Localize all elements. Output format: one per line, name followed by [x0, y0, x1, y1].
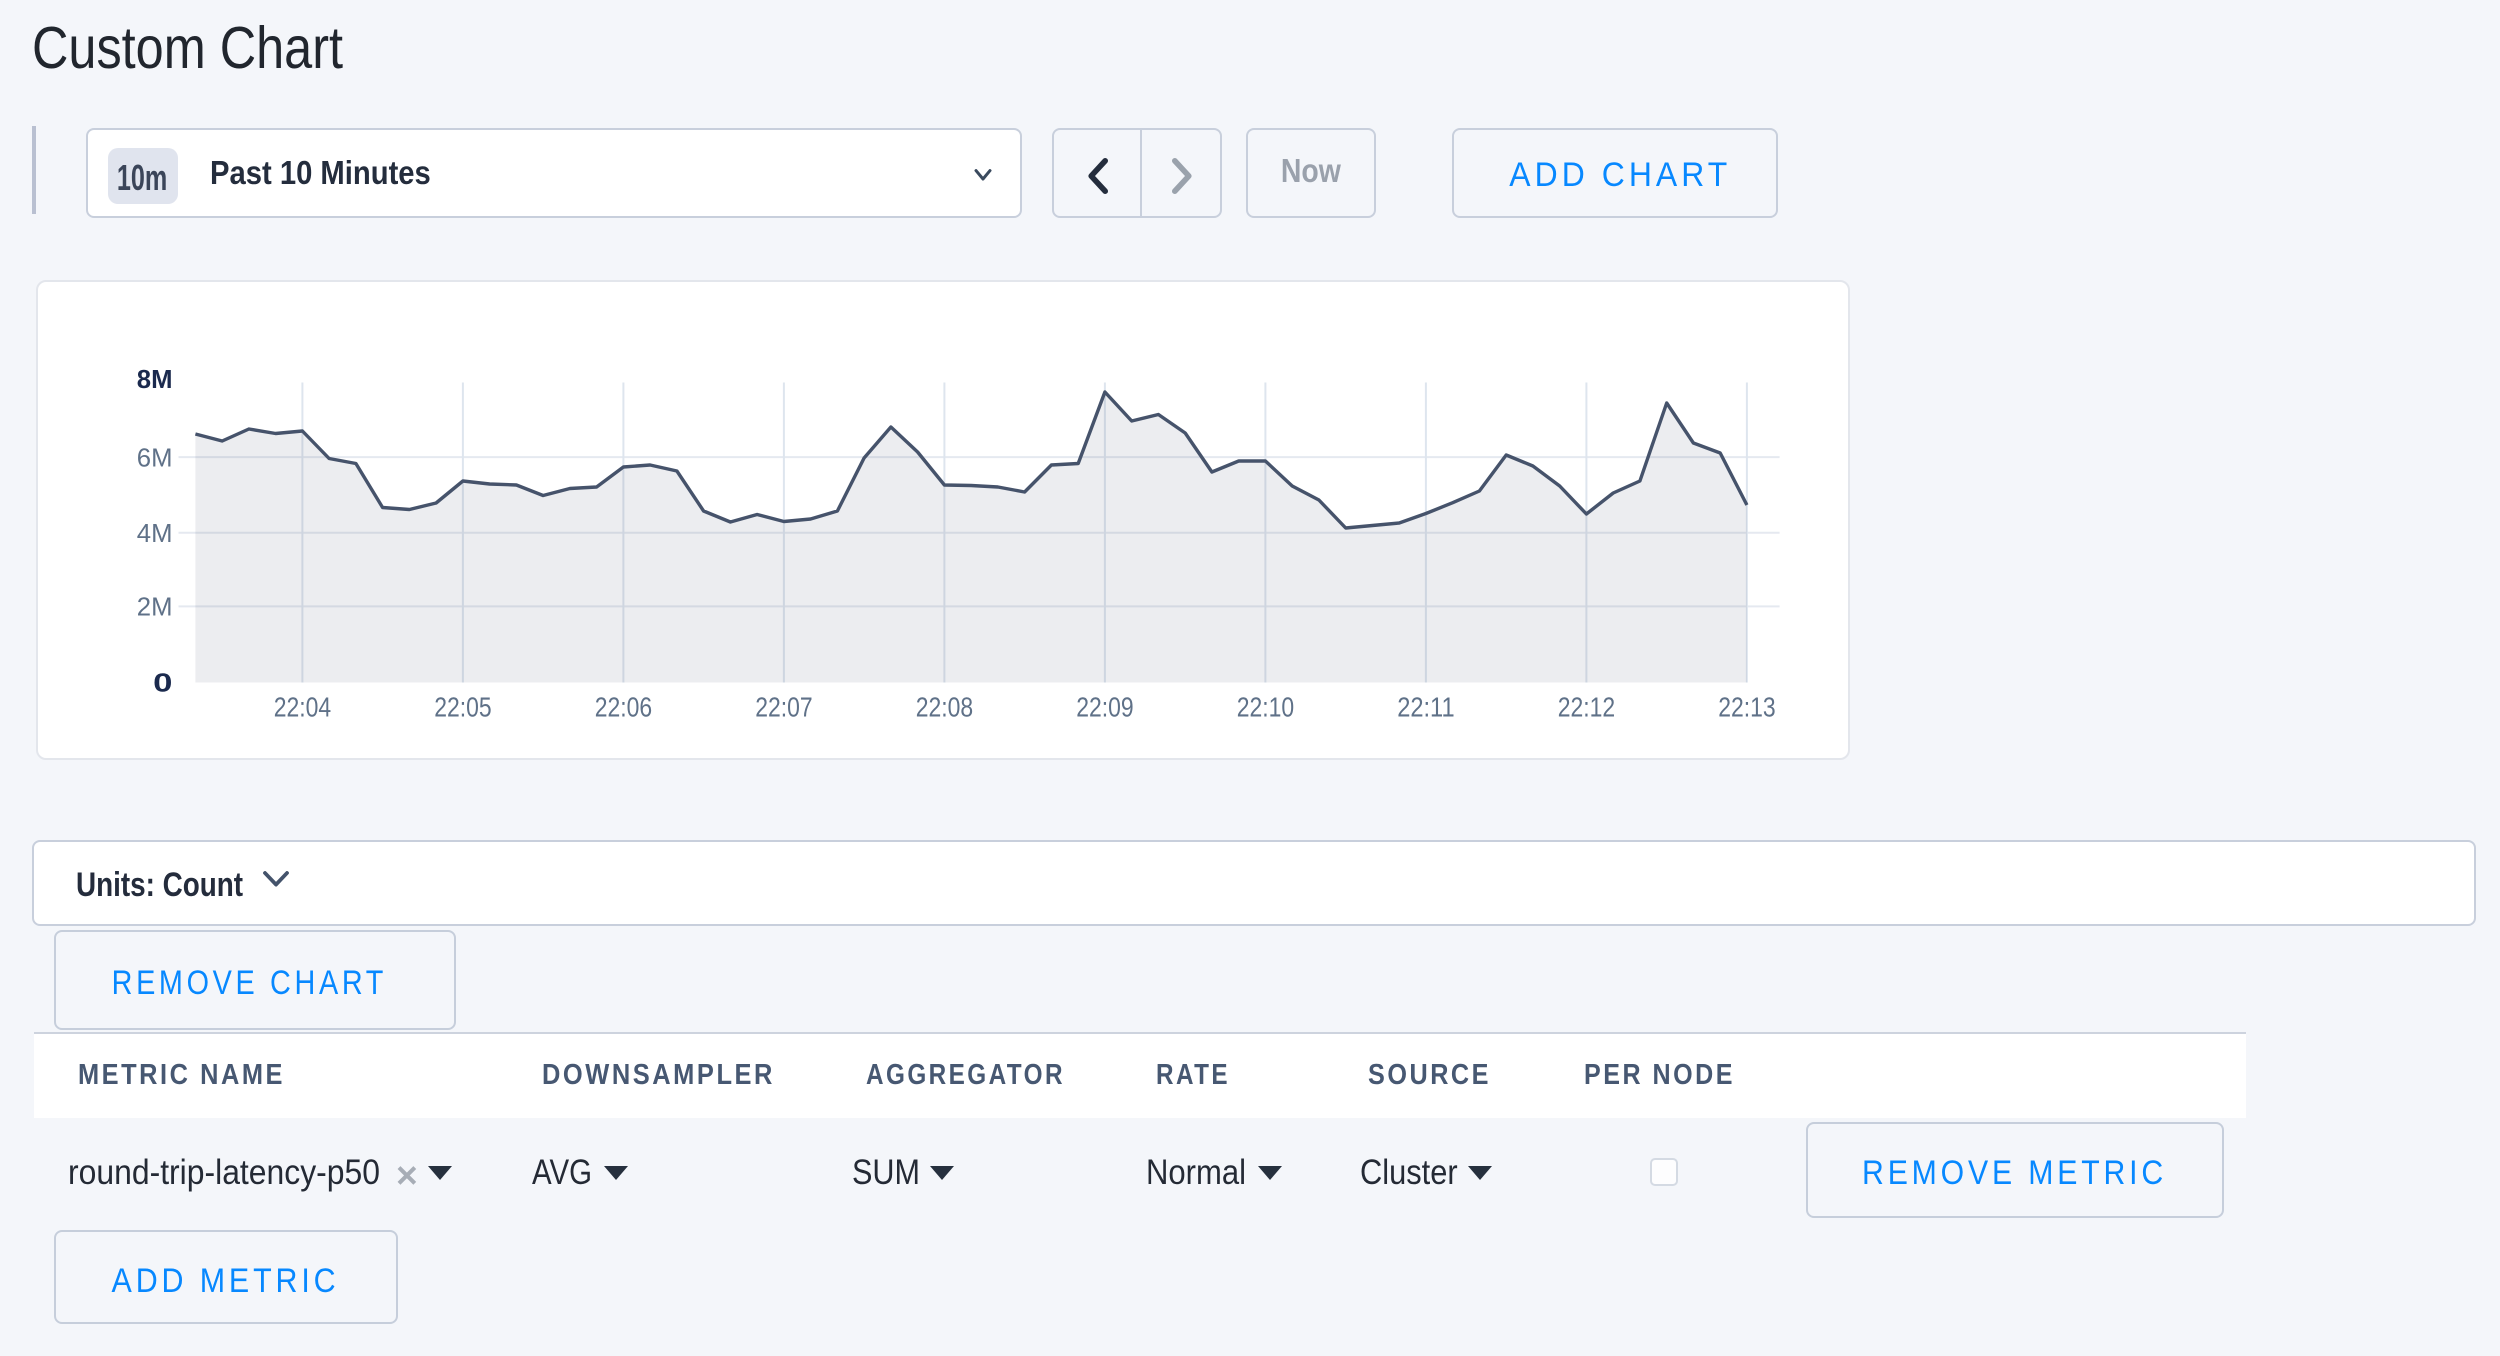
- svg-text:0: 0: [152, 668, 171, 698]
- svg-text:8M: 8M: [136, 364, 172, 394]
- svg-text:22:10: 22:10: [1236, 691, 1293, 722]
- svg-text:22:12: 22:12: [1557, 691, 1614, 722]
- svg-text:2M: 2M: [136, 592, 172, 622]
- svg-text:22:07: 22:07: [754, 691, 811, 722]
- svg-text:22:04: 22:04: [273, 691, 330, 722]
- svg-text:22:05: 22:05: [433, 691, 490, 722]
- svg-text:22:09: 22:09: [1075, 691, 1132, 722]
- svg-text:22:13: 22:13: [1717, 691, 1774, 722]
- svg-text:4M: 4M: [136, 518, 172, 548]
- svg-text:22:11: 22:11: [1396, 691, 1453, 722]
- svg-text:22:06: 22:06: [594, 691, 651, 722]
- svg-text:6M: 6M: [136, 442, 172, 472]
- svg-text:22:08: 22:08: [915, 691, 972, 722]
